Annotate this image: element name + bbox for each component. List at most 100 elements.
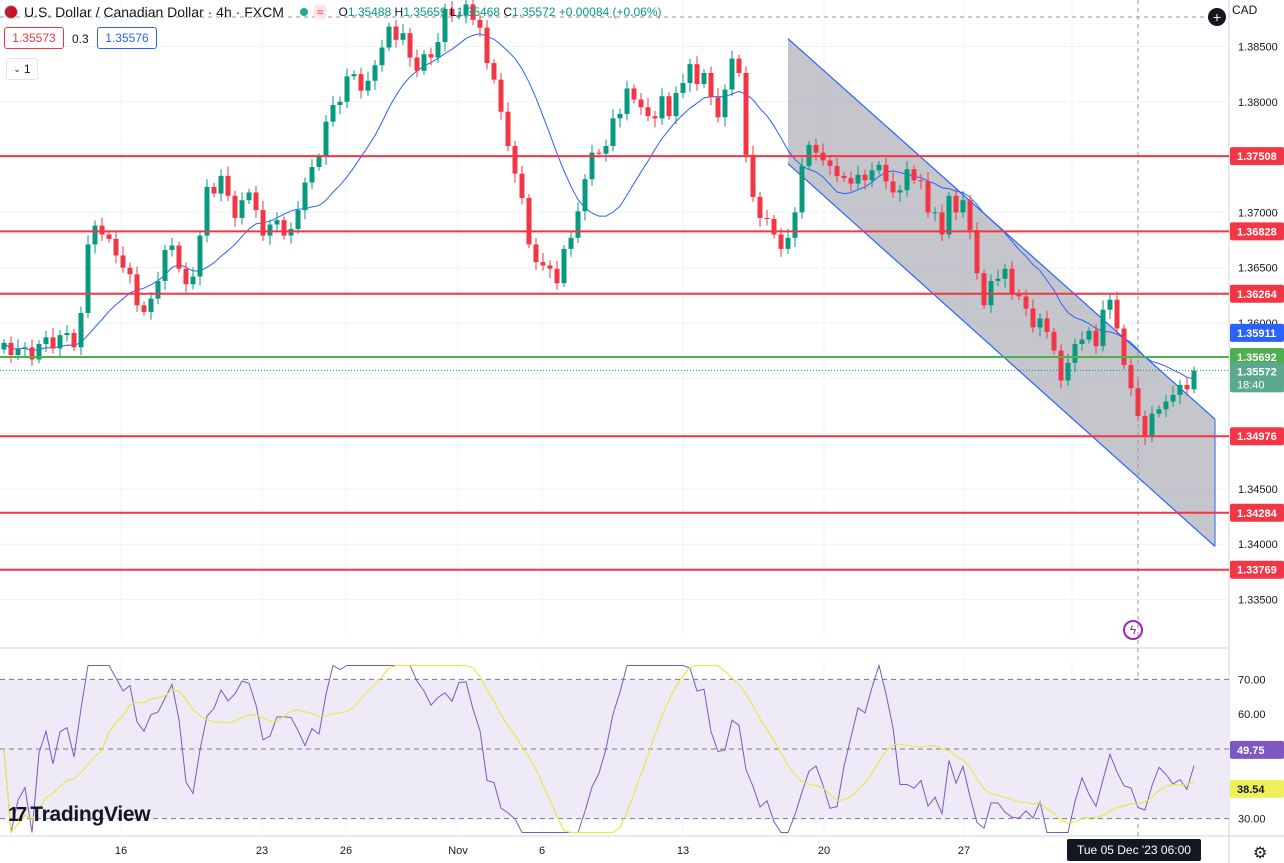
- candle: [106, 230, 112, 243]
- candle: [113, 232, 119, 264]
- candle-body: [666, 96, 672, 117]
- candle: [1135, 379, 1141, 422]
- candle: [953, 189, 959, 221]
- tradingview-logo[interactable]: 17 TradingView: [8, 803, 151, 826]
- candle: [1058, 344, 1064, 389]
- candle: [904, 161, 910, 197]
- candle: [883, 158, 889, 190]
- level-tag-bg: [1230, 222, 1284, 241]
- candle: [442, 3, 448, 52]
- candle: [379, 39, 385, 72]
- candle-body: [267, 224, 273, 236]
- rsi-tick-label: 60.00: [1238, 709, 1266, 721]
- candle-body: [953, 195, 959, 213]
- candle: [281, 216, 287, 240]
- candle: [211, 183, 217, 198]
- candle-body: [337, 101, 343, 106]
- candle-body: [393, 26, 399, 40]
- horizontal-levels: [0, 155, 1229, 571]
- candle-body: [29, 347, 35, 360]
- candle-body: [295, 210, 301, 229]
- candle: [1128, 358, 1134, 397]
- candle-body: [1079, 339, 1085, 344]
- candle: [1002, 263, 1008, 288]
- chevron-down-icon: ⌄: [13, 63, 21, 74]
- candle-body: [764, 217, 770, 220]
- candle-body: [1086, 330, 1092, 340]
- candle: [638, 93, 644, 116]
- rsi-value-tag-bg: [1230, 740, 1284, 759]
- candle: [22, 342, 28, 358]
- candle: [1142, 410, 1148, 445]
- candle: [701, 69, 707, 88]
- candle-body: [99, 225, 105, 235]
- candle: [540, 252, 546, 271]
- lightning-icon[interactable]: ϟ: [1123, 620, 1143, 640]
- candle-body: [967, 200, 973, 231]
- collapse-indicators-button[interactable]: ⌄ 1: [6, 58, 38, 80]
- plus-icon[interactable]: +: [1208, 8, 1226, 26]
- candle: [1037, 313, 1043, 337]
- candle-body: [176, 245, 182, 269]
- candle-body: [946, 195, 952, 235]
- sell-button[interactable]: 1.35573: [4, 27, 64, 49]
- candle: [855, 165, 861, 189]
- candle: [365, 71, 371, 96]
- candle: [631, 84, 637, 104]
- buy-button[interactable]: 1.35576: [97, 27, 157, 49]
- candle-body: [85, 244, 91, 314]
- candle: [120, 246, 126, 273]
- candle-body: [834, 165, 840, 176]
- candle: [911, 165, 917, 185]
- price-tick-label: 1.38500: [1238, 41, 1278, 53]
- candle-body: [1114, 299, 1120, 329]
- candle: [274, 212, 280, 232]
- candle: [939, 204, 945, 242]
- candle: [92, 220, 98, 254]
- candle: [512, 140, 518, 183]
- candle: [169, 237, 175, 257]
- candle: [1114, 291, 1120, 336]
- candle-body: [722, 89, 728, 118]
- candle: [645, 98, 651, 122]
- candle-body: [218, 175, 224, 194]
- candle-body: [1107, 299, 1113, 310]
- rsi-ma-line: [3, 664, 1195, 835]
- candle: [99, 217, 105, 242]
- candle: [260, 200, 266, 241]
- candle-body: [162, 249, 168, 281]
- candle-body: [197, 235, 203, 277]
- candle-body: [71, 332, 77, 348]
- candle-body: [78, 313, 84, 348]
- candle: [183, 262, 189, 293]
- candle-body: [673, 92, 679, 117]
- candle-body: [841, 175, 847, 179]
- candle-body: [603, 146, 609, 154]
- candle: [792, 207, 798, 247]
- candle: [344, 68, 350, 109]
- currency-label[interactable]: CAD: [1232, 3, 1258, 17]
- candle-body: [932, 212, 938, 214]
- symbol-title[interactable]: U.S. Dollar / Canadian Dollar · 4h · FXC…: [24, 4, 284, 20]
- candle-body: [1030, 308, 1036, 328]
- candle: [162, 244, 168, 291]
- candle-body: [400, 33, 406, 40]
- candle: [358, 67, 364, 99]
- candle-body: [813, 144, 819, 153]
- candle-body: [316, 157, 322, 168]
- candle: [715, 88, 721, 123]
- candle-body: [309, 167, 315, 183]
- settings-icon[interactable]: ⚙: [1253, 845, 1268, 862]
- candle-body: [1023, 296, 1029, 309]
- candle: [659, 88, 665, 125]
- candle-body: [827, 160, 833, 166]
- candle-body: [211, 186, 217, 194]
- candle-body: [253, 192, 259, 211]
- candle: [610, 109, 616, 152]
- channel-lower-line: [787, 163, 1216, 547]
- candle-body: [540, 262, 546, 266]
- candle: [386, 22, 392, 52]
- candle-body: [1065, 362, 1071, 381]
- candle-body: [848, 178, 854, 184]
